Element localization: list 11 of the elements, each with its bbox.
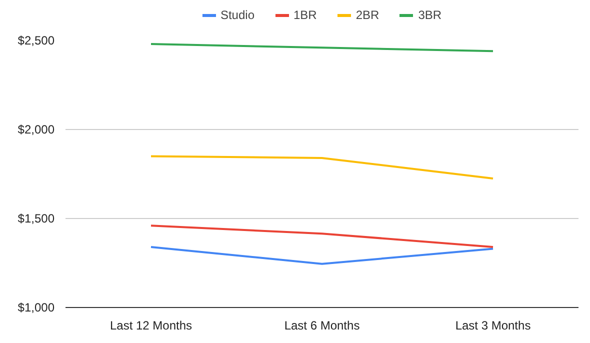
- y-tick-label: $2,000: [18, 122, 55, 136]
- legend-label: 1BR: [294, 8, 317, 22]
- x-tick-label: Last 12 Months: [110, 318, 192, 332]
- y-tick-label: $1,500: [18, 212, 55, 226]
- legend-label: Studio: [220, 8, 254, 22]
- legend-label: 2BR: [356, 8, 380, 22]
- y-tick-label: $2,500: [18, 34, 55, 48]
- legend-label: 3BR: [418, 8, 442, 22]
- x-tick-label: Last 6 Months: [284, 318, 360, 332]
- y-tick-label: $1,000: [18, 300, 55, 314]
- x-tick-label: Last 3 Months: [455, 318, 531, 332]
